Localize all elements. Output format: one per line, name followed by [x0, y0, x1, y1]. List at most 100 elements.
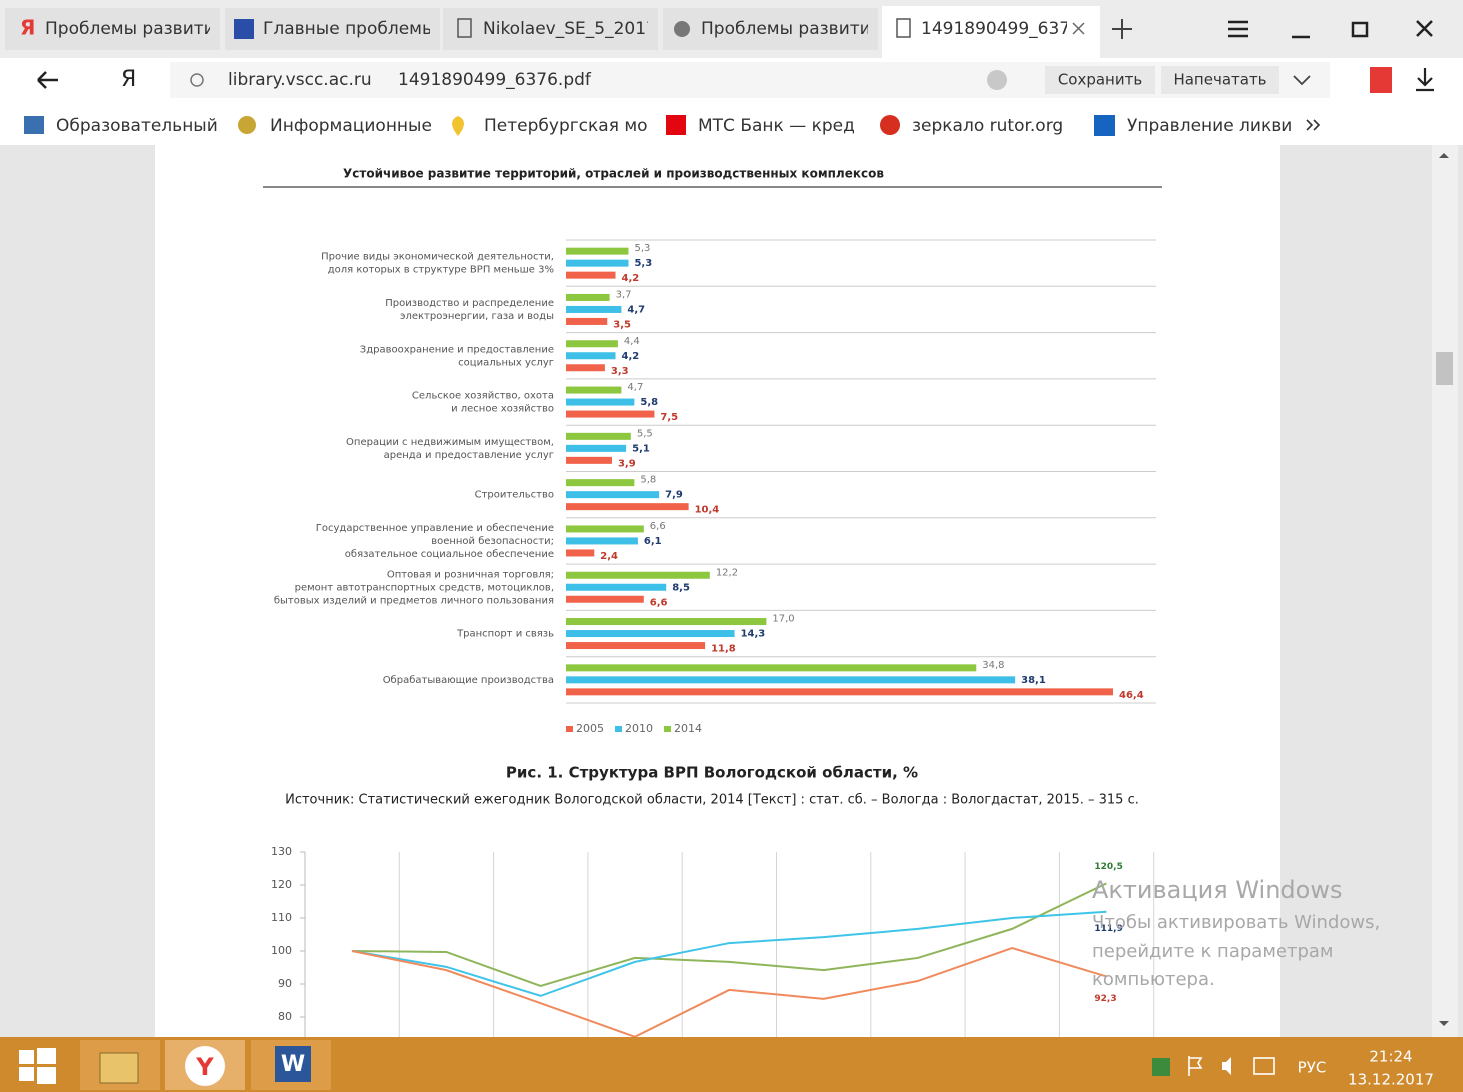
- category-label: Оптовая и розничная торговля;: [387, 569, 554, 580]
- menu-button[interactable]: [1228, 20, 1248, 38]
- tray-icon: [1152, 1058, 1170, 1076]
- bookmark-icon: [1094, 115, 1115, 136]
- tab[interactable]: [225, 8, 440, 50]
- watermark-line: компьютера.: [1092, 969, 1215, 990]
- bar: [566, 444, 627, 452]
- value-label: 34,8: [982, 660, 1004, 671]
- tray-language[interactable]: РУС: [1298, 1059, 1327, 1077]
- tray-network[interactable]: [1253, 1057, 1275, 1075]
- bar: [566, 571, 710, 579]
- tab-title[interactable]: Проблемы развити: [701, 19, 871, 39]
- value-label: 46,4: [1119, 690, 1144, 701]
- tab[interactable]: [443, 8, 658, 50]
- print-label[interactable]: Напечатать: [1173, 71, 1266, 89]
- bar: [566, 583, 667, 591]
- y-tick-label: 100: [271, 944, 292, 957]
- line-series: [351, 882, 1107, 988]
- explorer-icon: [99, 1052, 139, 1084]
- new-tab[interactable]: [1112, 19, 1132, 39]
- bar: [566, 386, 622, 394]
- value-label: 2,4: [600, 551, 618, 562]
- value-label: 3,5: [613, 319, 631, 330]
- bookmark[interactable]: зеркало rutor.org: [912, 116, 1063, 136]
- browser-icon-letter: Y: [195, 1053, 214, 1081]
- print-button[interactable]: [1161, 66, 1279, 94]
- bar: [566, 432, 631, 440]
- scroll-thumb[interactable]: [1436, 352, 1453, 385]
- legend-swatch: [615, 726, 622, 732]
- more-bookmarks[interactable]: [1306, 119, 1321, 131]
- watermark-title: Активация Windows: [1092, 876, 1342, 904]
- bar: [566, 688, 1113, 696]
- url-host: library.vscc.ac.ru: [228, 70, 372, 90]
- category-label: и лесное хозяйство: [451, 404, 554, 415]
- y-tick-label: 130: [271, 845, 292, 858]
- category-label: Операции с недвижимым имуществом,: [346, 437, 554, 448]
- value-label: 4,4: [624, 336, 640, 347]
- figure-caption: Рис. 1. Структура ВРП Вологодской област…: [506, 764, 918, 782]
- bar: [566, 595, 644, 603]
- scrollbar[interactable]: [1432, 145, 1458, 1037]
- page-sheet: [155, 145, 1280, 1037]
- pdf-page: Устойчивое развитие территорий, отраслей…: [155, 145, 1280, 1037]
- tray-time[interactable]: 21:24: [1369, 1048, 1412, 1066]
- window-controls: [1228, 20, 1433, 39]
- protect-icon: [987, 70, 1007, 90]
- download-button[interactable]: [1416, 68, 1434, 92]
- value-label: 120,5: [1094, 862, 1122, 872]
- yandex-button[interactable]: Я: [121, 67, 136, 92]
- tray-date[interactable]: 13.12.2017: [1348, 1071, 1434, 1089]
- bar: [566, 410, 655, 418]
- category-label: Здравоохранение и предоставление: [360, 344, 554, 355]
- active-tab[interactable]: [882, 6, 1100, 58]
- bookmark[interactable]: МТС Банк — кред: [698, 116, 855, 136]
- word-icon: [275, 1046, 311, 1082]
- bar: [566, 247, 629, 255]
- bookmark[interactable]: Информационные: [270, 116, 432, 136]
- tab-close[interactable]: [1072, 22, 1085, 35]
- bookmark-icon: [238, 116, 256, 134]
- tab-title[interactable]: 1491890499_6376: [921, 19, 1081, 39]
- category-label: ремонт автотранспортных средств, мотоцик…: [295, 582, 554, 593]
- value-label: 7,9: [665, 490, 683, 501]
- bar: [566, 305, 622, 313]
- value-label: 7,5: [660, 412, 678, 423]
- tray-flag[interactable]: [1188, 1056, 1203, 1076]
- value-label: 3,3: [611, 366, 629, 377]
- bar: [566, 340, 618, 348]
- category-label: обязательное социальное обеспечение: [345, 549, 554, 560]
- bar: [566, 317, 608, 325]
- tab-title[interactable]: Проблемы развити: [45, 19, 215, 39]
- close-button[interactable]: [1416, 20, 1433, 37]
- bar: [566, 676, 1016, 684]
- bar: [566, 364, 605, 372]
- dropdown-arrow[interactable]: [1293, 75, 1311, 86]
- bookmarks: Образовательный Информационные Петербург…: [24, 115, 1321, 136]
- tab[interactable]: [5, 8, 220, 50]
- value-label: 92,3: [1094, 994, 1116, 1004]
- browser-icon: [185, 1046, 225, 1086]
- back-button[interactable]: [37, 71, 58, 89]
- category-label: Прочие виды экономической деятельности,: [321, 252, 554, 263]
- tray-volume[interactable]: [1222, 1057, 1231, 1075]
- value-label: 4,2: [622, 273, 640, 284]
- bar: [566, 293, 610, 301]
- tab[interactable]: [663, 8, 878, 50]
- reload-icon[interactable]: [190, 73, 204, 87]
- bookmark[interactable]: Петербургская мо: [484, 116, 648, 136]
- value-label: 14,3: [741, 629, 766, 640]
- legend-label: 2010: [625, 722, 653, 735]
- value-label: 111,9: [1094, 924, 1122, 934]
- bookmark-icon: [666, 115, 686, 135]
- start-button[interactable]: [19, 1048, 56, 1084]
- value-label: 8,5: [672, 582, 690, 593]
- save-button[interactable]: [1045, 66, 1155, 94]
- save-label[interactable]: Сохранить: [1058, 71, 1142, 89]
- bookmark[interactable]: Управление ликви: [1127, 116, 1292, 136]
- tab-icon: [896, 18, 911, 38]
- restore-button[interactable]: [1351, 21, 1369, 38]
- bookmark[interactable]: Образовательный: [56, 116, 218, 136]
- tab-title[interactable]: Nikolaev_SE_5_2017: [483, 19, 657, 39]
- tab-title[interactable]: Главные проблемы: [263, 19, 435, 39]
